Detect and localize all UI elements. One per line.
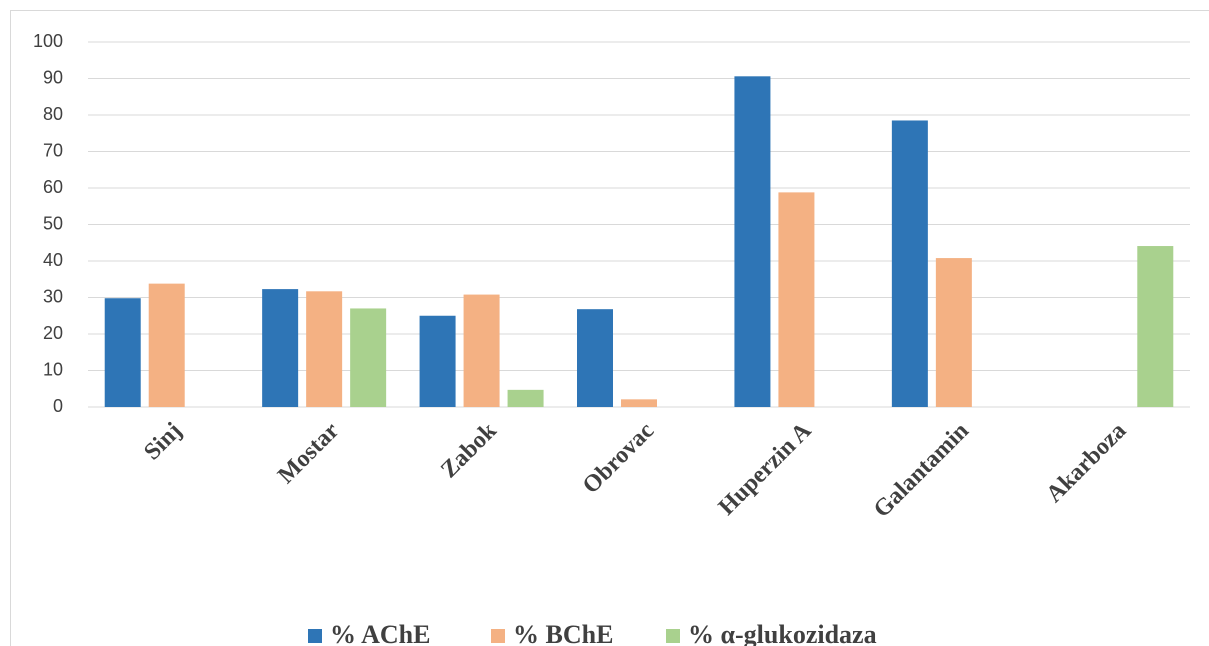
bar <box>1137 246 1174 407</box>
legend-label: % AChE <box>330 620 430 646</box>
y-tick-label: 100 <box>33 31 63 51</box>
y-tick-label: 40 <box>43 250 63 270</box>
bar <box>935 258 972 407</box>
y-tick-label: 50 <box>43 213 63 233</box>
y-tick-label: 30 <box>43 286 63 306</box>
x-tick-label: Obrovac <box>578 418 659 499</box>
x-tick-label: Zabok <box>436 417 502 483</box>
bar <box>350 308 387 407</box>
x-tick-label: Huperzin A <box>714 417 817 520</box>
bar <box>778 192 815 407</box>
bar <box>419 315 456 407</box>
y-tick-label: 90 <box>43 67 63 87</box>
bar <box>734 76 771 407</box>
bar <box>463 294 500 407</box>
bar <box>621 399 657 407</box>
bar <box>306 291 343 407</box>
legend-swatch <box>308 629 322 643</box>
bar <box>104 298 141 407</box>
bar <box>507 389 544 407</box>
y-tick-label: 20 <box>43 323 63 343</box>
bar <box>148 283 185 407</box>
y-tick-label: 60 <box>43 177 63 197</box>
x-tick-label: Galantamin <box>869 418 974 523</box>
legend-label: % BChE <box>513 620 613 646</box>
legend-swatch <box>666 629 680 643</box>
y-tick-label: 10 <box>43 359 63 379</box>
bar <box>891 120 928 407</box>
x-tick-label: Mostar <box>273 418 344 489</box>
y-tick-label: 70 <box>43 140 63 160</box>
legend-label: % α-glukozidaza <box>688 620 877 646</box>
chart-border <box>10 10 1209 646</box>
x-tick-label: Sinj <box>139 418 187 466</box>
bar <box>577 309 613 407</box>
legend-swatch <box>491 629 505 643</box>
y-tick-label: 80 <box>43 104 63 124</box>
bar <box>262 289 299 407</box>
y-tick-label: 0 <box>53 396 63 416</box>
x-tick-label: Akarboza <box>1041 418 1131 508</box>
